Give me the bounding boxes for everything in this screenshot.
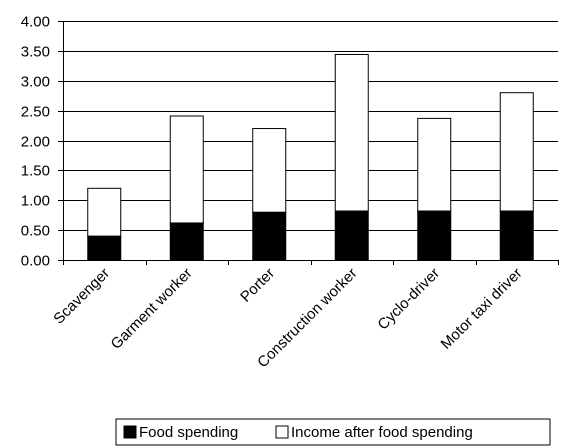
y-tick-label: 4.00 xyxy=(21,14,50,31)
y-tick-label: 1.00 xyxy=(21,193,50,210)
y-tick-label: 2.00 xyxy=(21,134,50,151)
bars xyxy=(87,53,534,261)
y-tick-labels: 0.00 0.50 1.00 1.50 2.00 2.50 3.00 3.50 4.00 xyxy=(21,14,50,270)
gridlines xyxy=(58,21,558,261)
bar-income-after-food-spending xyxy=(87,187,122,237)
legend-swatch-food-spending xyxy=(123,425,137,439)
bar-income-after-food-spending xyxy=(499,92,534,212)
bar-food-spending xyxy=(169,222,204,261)
bar-income-after-food-spending xyxy=(252,128,287,213)
y-tick-label: 0.00 xyxy=(21,253,50,270)
legend: Food spending Income after food spending xyxy=(115,418,551,446)
y-tick-label: 2.50 xyxy=(21,104,50,121)
bar-income-after-food-spending xyxy=(334,53,369,212)
legend-swatch-income-after-food xyxy=(275,425,289,439)
y-tick-label: 0.50 xyxy=(21,223,50,240)
bar-food-spending xyxy=(334,210,369,261)
y-tick-label: 3.50 xyxy=(21,44,50,61)
bar-food-spending xyxy=(417,210,452,261)
legend-label-food-spending: Food spending xyxy=(139,424,238,441)
bar-food-spending xyxy=(499,210,534,261)
x-tick-label: Cyclo-driver xyxy=(374,265,443,334)
bar-income-after-food-spending xyxy=(169,115,204,224)
bar-food-spending xyxy=(252,211,287,261)
x-tick-label: Garment worker xyxy=(108,265,196,353)
bar-income-after-food-spending xyxy=(417,117,452,212)
bar-food-spending xyxy=(87,235,122,261)
legend-label-income-after-food: Income after food spending xyxy=(291,424,473,441)
legend-box xyxy=(115,418,551,446)
x-tick-label: Motor taxi driver xyxy=(438,265,526,353)
y-tick-label: 1.50 xyxy=(21,163,50,180)
y-tick-label: 3.00 xyxy=(21,74,50,91)
axes xyxy=(63,21,559,265)
x-tick-label: Scavenger xyxy=(50,265,113,328)
x-tick-label: Porter xyxy=(237,265,278,306)
